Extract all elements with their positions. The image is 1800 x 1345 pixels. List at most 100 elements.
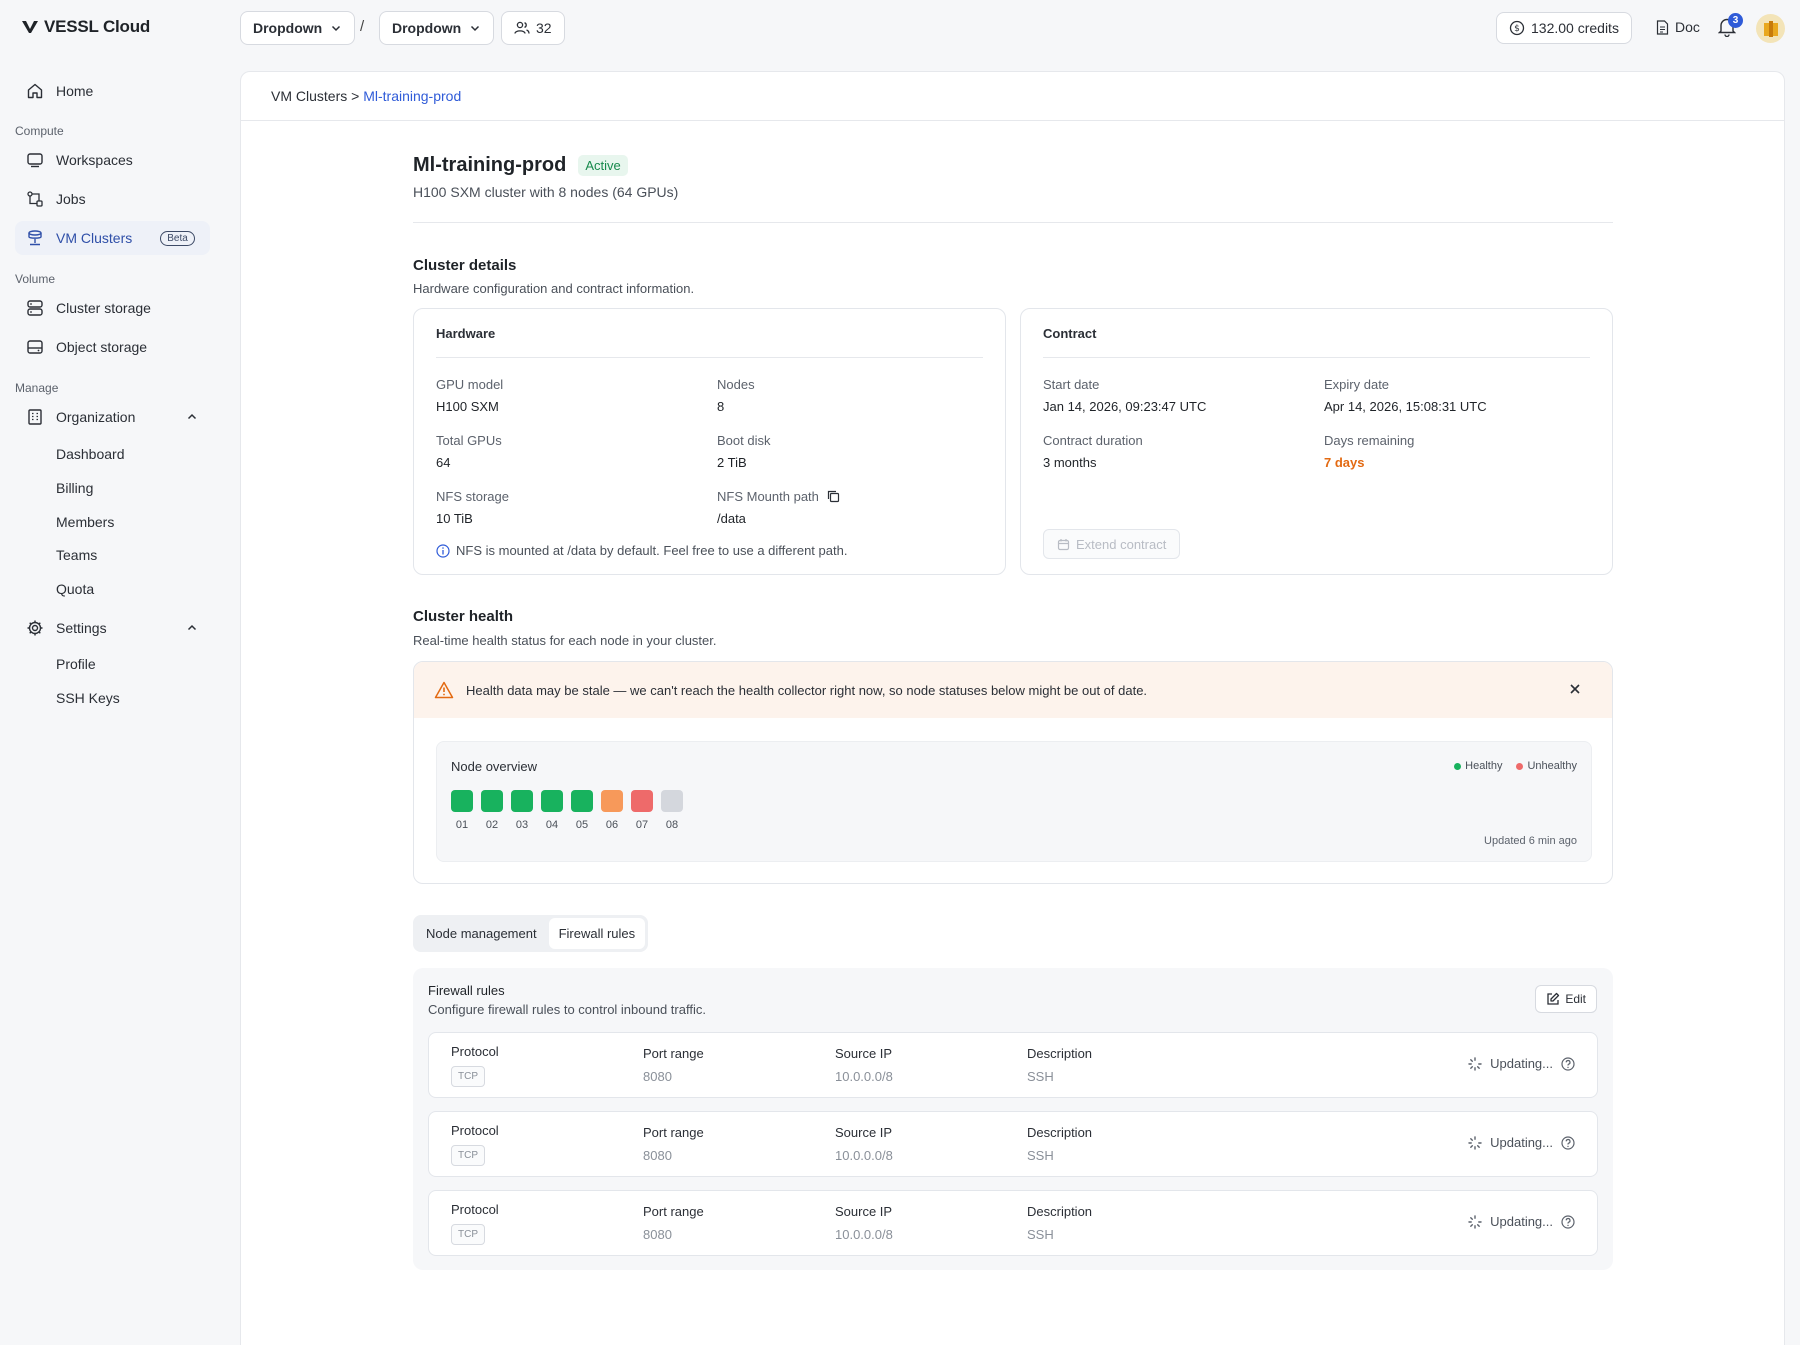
node-status-01[interactable] (451, 790, 473, 812)
help-circle-icon[interactable] (1561, 1056, 1575, 1071)
node-label: 01 (455, 819, 469, 831)
home-icon (27, 83, 43, 99)
node-status-05[interactable] (571, 790, 593, 812)
firewall-rule-row: Protocol TCP Port range 8080 Source IP 1… (428, 1032, 1598, 1098)
workflow-icon (27, 191, 43, 207)
members-count: 32 (536, 20, 552, 36)
logo[interactable]: VESSL Cloud (22, 17, 150, 37)
edit-firewall-button[interactable]: Edit (1535, 985, 1597, 1013)
nfs-note-text: NFS is mounted at /data by default. Feel… (456, 543, 848, 558)
sidebar-item-settings[interactable]: Settings (15, 611, 210, 645)
help-circle-icon[interactable] (1561, 1135, 1575, 1150)
extend-contract-button[interactable]: Extend contract (1043, 529, 1181, 559)
logo-text: VESSL Cloud (44, 17, 151, 36)
description-value: SSH (1027, 1069, 1054, 1084)
team-dropdown-label: Dropdown (392, 20, 462, 36)
tab-firewall-rules[interactable]: Firewall rules (548, 918, 646, 949)
node-label: 04 (545, 819, 559, 831)
nfs-path-label-row: NFS Mounth path (717, 489, 840, 504)
sidebar-item-object-storage[interactable]: Object storage (15, 330, 210, 364)
node-label: 08 (665, 819, 679, 831)
protocol-label: Protocol (451, 1202, 499, 1217)
protocol-tag: TCP (451, 1066, 485, 1087)
gpu-model-label: GPU model (436, 377, 504, 392)
rule-status: Updating... (1468, 1135, 1575, 1150)
sidebar-item-dashboard[interactable]: Dashboard (56, 446, 125, 462)
sidebar-item-profile[interactable]: Profile (56, 656, 96, 672)
port-range-value: 8080 (643, 1227, 672, 1242)
port-range-label: Port range (643, 1125, 704, 1140)
team-dropdown[interactable]: Dropdown (379, 11, 495, 45)
sidebar-item-cluster-storage[interactable]: Cluster storage (15, 291, 210, 325)
description-label: Description (1027, 1204, 1093, 1219)
sidebar-item-workspaces[interactable]: Workspaces (15, 143, 210, 177)
coin-icon: $ (1509, 20, 1525, 36)
description-label: Description (1027, 1125, 1093, 1140)
breadcrumb-parent[interactable]: VM Clusters (271, 88, 348, 104)
sidebar-item-jobs[interactable]: Jobs (15, 182, 210, 216)
firewall-desc: Configure firewall rules to control inbo… (428, 1002, 706, 1017)
sidebar-item-billing[interactable]: Billing (56, 480, 94, 496)
port-range-value: 8080 (643, 1148, 672, 1163)
avatar-image-icon (1763, 20, 1778, 37)
rule-status-text: Updating... (1490, 1056, 1553, 1071)
nfs-path-value: /data (717, 511, 746, 526)
avatar[interactable] (1756, 14, 1785, 43)
hardware-title: Hardware (436, 326, 496, 341)
cluster-description: H100 SXM cluster with 8 nodes (64 GPUs) (413, 184, 679, 200)
credits-button[interactable]: $ 132.00 credits (1496, 12, 1632, 44)
copy-icon[interactable] (827, 490, 840, 503)
members-button[interactable]: 32 (501, 11, 565, 45)
node-status-08[interactable] (661, 790, 683, 812)
node-status-02[interactable] (481, 790, 503, 812)
source-ip-value: 10.0.0.0/8 (835, 1148, 893, 1163)
org-dropdown[interactable]: Dropdown (240, 11, 356, 45)
sidebar-item-label: Jobs (56, 191, 86, 207)
days-remaining-label: Days remaining (1324, 433, 1415, 448)
rule-status: Updating... (1468, 1056, 1575, 1071)
rule-status-text: Updating... (1490, 1214, 1553, 1229)
close-icon[interactable] (1568, 682, 1582, 696)
tab-node-management[interactable]: Node management (426, 926, 537, 941)
start-date-label: Start date (1043, 377, 1100, 392)
source-ip-label: Source IP (835, 1204, 893, 1219)
warning-triangle-icon (434, 681, 454, 699)
nfs-storage-label: NFS storage (436, 489, 509, 504)
updated-timestamp: Updated 6 min ago (1484, 835, 1577, 847)
sidebar-item-teams[interactable]: Teams (56, 547, 98, 563)
tab-bar: Node management Firewall rules (413, 915, 649, 952)
monitor-icon (27, 153, 43, 168)
node-status-06[interactable] (601, 790, 623, 812)
stale-data-alert: Health data may be stale — we can't reac… (414, 662, 1612, 718)
chevron-down-icon (471, 25, 480, 32)
doc-label: Doc (1675, 19, 1700, 35)
node-status-04[interactable] (541, 790, 563, 812)
cluster-health-title: Cluster health (413, 608, 514, 625)
nodes-value: 8 (717, 399, 725, 414)
help-circle-icon[interactable] (1561, 1214, 1575, 1229)
sidebar-item-organization[interactable]: Organization (15, 400, 210, 434)
server-stack-icon (27, 300, 43, 316)
cluster-name: Ml-training-prod (413, 154, 567, 176)
chevron-up-icon (187, 624, 197, 631)
doc-link[interactable]: Doc (1656, 19, 1700, 35)
calendar-icon (1057, 538, 1070, 550)
database-server-icon (28, 230, 42, 246)
sidebar-item-label: Organization (56, 409, 136, 425)
sidebar-section-manage: Manage (15, 381, 59, 395)
top-bar: VESSL Cloud Dropdown / Dropdown 32 $ 132… (0, 0, 1800, 56)
sidebar-item-quota[interactable]: Quota (56, 581, 95, 597)
alert-text: Health data may be stale — we can't reac… (466, 682, 1148, 698)
node-status-07[interactable] (631, 790, 653, 812)
sidebar-item-vm-clusters[interactable]: VM Clusters Beta (15, 221, 210, 255)
legend-unhealthy-label: Unhealthy (1527, 760, 1577, 772)
protocol-tag: TCP (451, 1145, 485, 1166)
hardware-card: Hardware GPU model H100 SXM Nodes 8 Tota… (413, 308, 1006, 575)
building-icon (28, 409, 42, 425)
sidebar: Home Compute Workspaces Jobs VM Clusters… (0, 56, 240, 1345)
sidebar-item-home[interactable]: Home (15, 74, 210, 108)
sidebar-item-ssh-keys[interactable]: SSH Keys (56, 690, 120, 706)
nodes-label: Nodes (717, 377, 755, 392)
sidebar-item-members[interactable]: Members (56, 514, 115, 530)
node-status-03[interactable] (511, 790, 533, 812)
